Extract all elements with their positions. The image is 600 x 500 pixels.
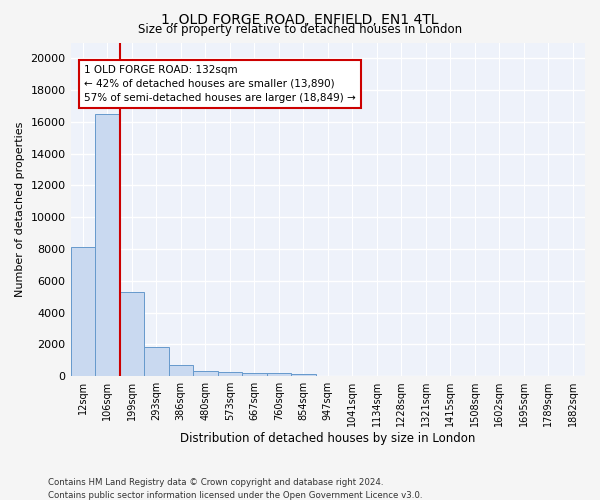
Y-axis label: Number of detached properties: Number of detached properties (15, 122, 25, 297)
Bar (291, 374, 316, 376)
Bar (71, 248, 95, 376)
Bar (144, 346, 169, 376)
Text: 1 OLD FORGE ROAD: 132sqm
← 42% of detached houses are smaller (13,890)
57% of se: 1 OLD FORGE ROAD: 132sqm ← 42% of detach… (84, 64, 356, 102)
Bar (266, 374, 291, 376)
Bar (95, 114, 119, 376)
Text: Size of property relative to detached houses in London: Size of property relative to detached ho… (138, 22, 462, 36)
Bar (218, 372, 242, 376)
Text: Contains HM Land Registry data © Crown copyright and database right 2024.
Contai: Contains HM Land Registry data © Crown c… (48, 478, 422, 500)
Bar (119, 292, 144, 376)
Bar (193, 371, 218, 376)
X-axis label: Distribution of detached houses by size in London: Distribution of detached houses by size … (180, 432, 475, 445)
Bar (169, 365, 193, 376)
Text: 1, OLD FORGE ROAD, ENFIELD, EN1 4TL: 1, OLD FORGE ROAD, ENFIELD, EN1 4TL (161, 12, 439, 26)
Bar (242, 373, 266, 376)
